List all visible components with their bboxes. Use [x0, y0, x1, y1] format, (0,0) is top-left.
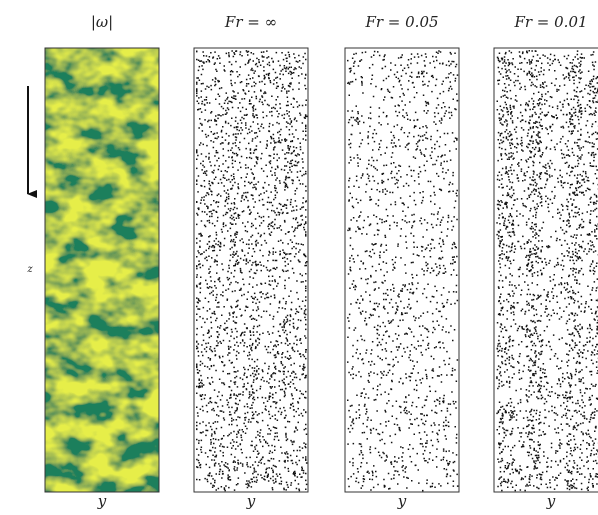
panel-title: Fr = 0.01	[513, 13, 587, 31]
panel-frame	[345, 48, 459, 492]
x-axis-label: y	[546, 492, 556, 510]
panel-title: Fr = ∞	[224, 13, 277, 31]
vorticity-field	[45, 48, 159, 492]
x-axis-label: y	[97, 492, 107, 510]
x-axis-label: y	[246, 492, 256, 510]
figure: z |ω| y Fr = ∞ y Fr = 0.05 y Fr = 0.01 y	[0, 0, 598, 515]
page: z |ω|yFr = ∞yFr = 0.05yFr = 0.01y (() =>…	[0, 0, 598, 515]
particles	[496, 50, 598, 491]
x-axis-label: y	[397, 492, 407, 510]
z-label: z	[26, 264, 33, 275]
panel-title: Fr = 0.05	[364, 13, 438, 31]
panel-title: |ω|	[91, 13, 113, 31]
particles	[347, 50, 458, 491]
particles	[196, 50, 308, 491]
